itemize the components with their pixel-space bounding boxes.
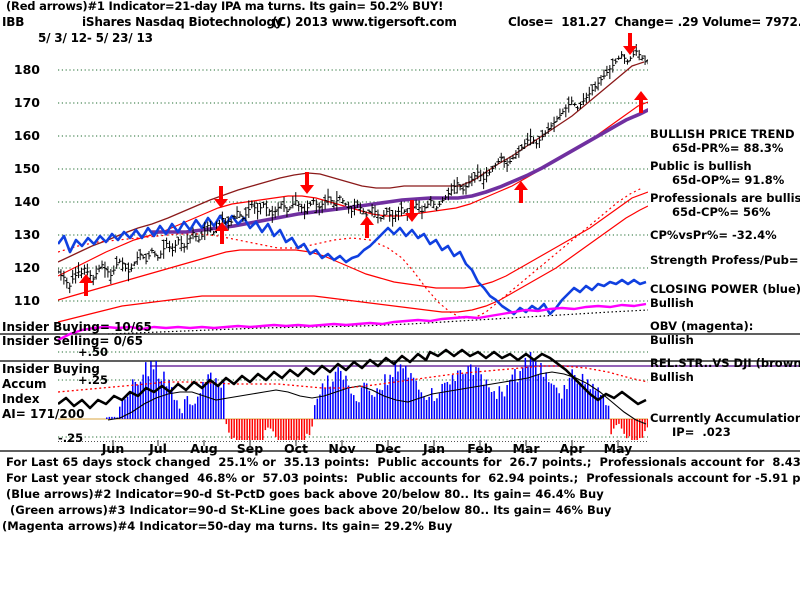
footer-line-2: (Blue arrows)#2 Indicator=90-d St-PctD g…	[6, 487, 604, 501]
y-tick-170: 170	[13, 95, 40, 110]
y-tick-180: 180	[13, 62, 40, 77]
signal-arrow-down-7	[623, 33, 637, 55]
accumulation-status: Currently Accumulation	[650, 411, 800, 425]
footer-line-0: For Last 65 days stock changed 25.1% or …	[6, 455, 800, 469]
signal-arrow-up-1	[215, 222, 229, 244]
red-dotted-trend	[58, 187, 643, 319]
x-tick-jun: Jun	[101, 441, 125, 456]
date-range: 5/ 3/ 12- 5/ 23/ 13	[38, 31, 153, 45]
trend-value-0: 65d-PR%= 88.3%	[672, 141, 784, 155]
ohlc-bars	[58, 44, 648, 294]
trend-value-2: 65d-CP%= 56%	[672, 205, 771, 219]
signal-arrow-up-4	[360, 216, 374, 238]
closing-power-title: CLOSING POWER (blue):	[650, 282, 800, 296]
y-tick-160: 160	[13, 128, 40, 143]
trend-title-0: BULLISH PRICE TREND	[650, 127, 795, 141]
footer-line-1: For Last year stock changed 46.8% or 57.…	[6, 471, 800, 485]
minus-25-label: -.25	[58, 431, 84, 445]
signal-arrow-up-0	[79, 274, 93, 296]
quote-summary: Close= 181.27 Change= .29 Volume= 7972.6…	[508, 15, 800, 29]
accum-label-line1: Insider Buying	[2, 362, 100, 376]
upper-band-line	[58, 101, 648, 277]
y-tick-150: 150	[13, 161, 40, 176]
ip-thin-line	[107, 371, 647, 425]
accum-label-line3: Index	[2, 392, 40, 406]
obv-group	[57, 302, 649, 342]
x-tick-mar: Mar	[512, 441, 540, 456]
cp-vs-pr-value: CP%vsPr%= -32.4%	[650, 228, 777, 242]
x-tick-jan: Jan	[423, 441, 445, 456]
signal-arrow-down-3	[300, 172, 314, 194]
ip-dotted-line	[58, 365, 648, 393]
closing-power-value: Bullish	[650, 296, 694, 310]
company-name: iShares Nasdaq Biotechnology	[82, 15, 283, 29]
trend-title-2: Professionals are bullish	[650, 191, 800, 205]
signal-arrow-up-8	[634, 91, 648, 113]
insider-selling-label: Insider Selling= 0/65	[2, 334, 144, 348]
strength-profess-pub-value: Strength Profess/Pub= .3	[650, 253, 800, 267]
trend-value-1: 65d-OP%= 91.8%	[672, 173, 785, 187]
footer-line-3: (Green arrows)#3 Indicator=90-d St-KLine…	[10, 503, 612, 517]
closing-power-line	[58, 214, 647, 316]
accum-label-line2: Accum	[2, 377, 47, 391]
plus-50-label: +.50	[78, 345, 109, 359]
copyright-notice: (C) 2013 www.tigersoft.com	[272, 15, 457, 29]
signal-arrow-down-2	[214, 186, 228, 208]
trend-title-1: Public is bullish	[650, 159, 752, 173]
x-axis-ticks	[58, 440, 647, 446]
footer-line-4: (Magenta arrows)#4 Indicator=50-day ma t…	[2, 519, 453, 533]
y-tick-120: 120	[13, 260, 40, 275]
plus-25-label: +.25	[78, 373, 109, 387]
signal-arrow-up-6	[514, 181, 528, 203]
indicator-headline: (Red arrows)#1 Indicator=21-day IPA ma t…	[6, 0, 444, 13]
signal-arrows	[79, 33, 648, 296]
accumulation-histogram	[106, 352, 648, 440]
obv-reference-dotted	[107, 309, 649, 335]
y-tick-130: 130	[13, 227, 40, 242]
x-tick-sep: Sep	[236, 441, 264, 456]
x-tick-feb: Feb	[467, 441, 493, 456]
y-tick-110: 110	[13, 293, 40, 308]
insider-buying-label: Insider Buying= 10/65	[2, 320, 152, 334]
ma-50-line	[150, 108, 648, 234]
ip-heavy-line	[58, 348, 647, 410]
x-tick-aug: Aug	[190, 441, 218, 456]
obv-line	[57, 302, 647, 342]
y-tick-140: 140	[13, 194, 40, 209]
x-tick-may: May	[603, 441, 633, 456]
lower-band-line-2	[58, 205, 648, 323]
x-tick-apr: Apr	[559, 441, 585, 456]
obv-title: OBV (magenta):	[650, 319, 754, 333]
signal-arrow-down-5	[405, 200, 419, 222]
rel-strength-line	[58, 61, 645, 263]
rel-strength-value: Bullish	[650, 370, 694, 384]
ip-value: IP= .023	[672, 425, 731, 439]
lower-band-line	[58, 191, 648, 301]
ticker-symbol: IBB	[2, 15, 25, 29]
x-tick-jul: Jul	[149, 441, 167, 456]
obv-value: Bullish	[650, 333, 694, 347]
x-tick-oct: Oct	[283, 441, 308, 456]
rel-strength-title: REL.STR..VS DJI (brown)	[650, 356, 800, 370]
price-gridlines	[58, 69, 648, 302]
x-tick-dec: Dec	[374, 441, 402, 456]
accum-index-value: AI= 171/200	[2, 407, 85, 421]
x-tick-nov: Nov	[328, 441, 356, 456]
